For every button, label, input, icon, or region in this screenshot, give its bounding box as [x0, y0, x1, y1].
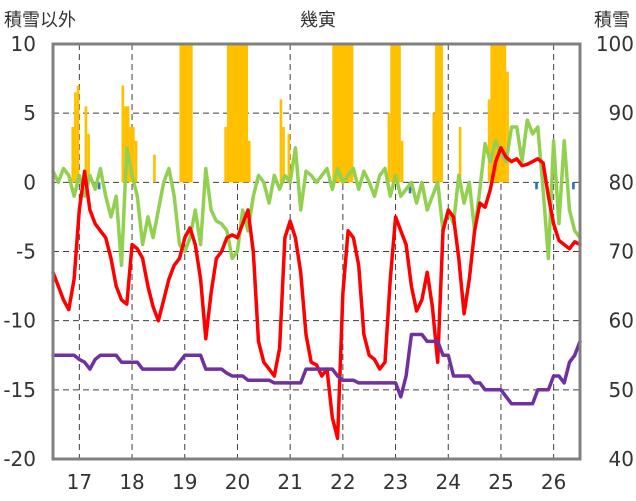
- bars: [71, 44, 575, 194]
- x-tick-label: 26: [541, 470, 566, 494]
- x-tick-label: 19: [172, 470, 197, 494]
- right-tick-label: 80: [609, 170, 634, 194]
- x-tick-label: 25: [488, 470, 513, 494]
- red-series-line: [51, 146, 582, 441]
- snow-bar: [506, 71, 509, 183]
- right-axis-label: 積雪: [594, 10, 630, 31]
- snow-bar: [400, 140, 404, 183]
- snow-bar: [134, 140, 138, 183]
- x-tick-label: 23: [383, 470, 408, 494]
- plot-frame: [51, 42, 582, 461]
- snow-bar: [124, 106, 130, 183]
- snow-bar: [226, 44, 248, 183]
- left-tick-label: 5: [23, 101, 36, 125]
- snow-bar: [247, 140, 251, 183]
- left-tick-label: -15: [3, 378, 36, 402]
- chart-title: 幾寅: [300, 10, 336, 31]
- snow-bar: [224, 127, 227, 183]
- snow-bar: [390, 44, 401, 183]
- right-tick-label: 40: [609, 447, 634, 471]
- right-tick-label: 70: [609, 240, 634, 264]
- x-tick-label: 20: [225, 470, 250, 494]
- right-tick-label: 90: [609, 101, 634, 125]
- left-tick-label: -10: [3, 309, 36, 333]
- snow-bar: [435, 44, 443, 183]
- snow-bar: [84, 106, 88, 183]
- snow-bar: [279, 99, 283, 183]
- x-tick-label: 24: [436, 470, 461, 494]
- snow-bar: [287, 133, 291, 183]
- x-tick-label: 22: [330, 470, 355, 494]
- snow-bar: [458, 127, 462, 183]
- snow-bar: [71, 127, 75, 183]
- green-series-line: [51, 118, 582, 268]
- low-bar: [572, 182, 575, 190]
- left-tick-label: 10: [11, 32, 36, 56]
- snow-bar: [387, 113, 391, 183]
- snow-bar: [74, 92, 77, 183]
- snow-bar: [179, 44, 193, 183]
- snow-bar: [490, 44, 507, 183]
- snow-bar: [487, 99, 491, 183]
- x-tick-label: 21: [277, 470, 302, 494]
- snow-bar: [432, 113, 436, 183]
- left-axis-label: 積雪以外: [4, 10, 76, 31]
- left-tick-label: -20: [3, 447, 36, 471]
- right-tick-label: 50: [609, 378, 634, 402]
- x-tick-label: 18: [119, 470, 144, 494]
- low-bar: [535, 182, 538, 190]
- left-tick-label: 0: [23, 170, 36, 194]
- x-tick-label: 17: [67, 470, 92, 494]
- right-tick-label: 60: [609, 309, 634, 333]
- low-bar: [97, 182, 101, 190]
- snow-bar: [282, 127, 285, 183]
- snow-bar: [129, 127, 135, 183]
- low-bar: [408, 182, 412, 194]
- snow-bar: [121, 85, 125, 183]
- snow-bar: [332, 44, 354, 183]
- left-tick-label: -5: [16, 240, 36, 264]
- snow-bar: [153, 154, 156, 183]
- lines: [51, 118, 582, 441]
- right-tick-label: 100: [596, 32, 634, 56]
- purple-series-line: [51, 332, 582, 406]
- snow-bar: [87, 133, 90, 183]
- snow-bar: [76, 85, 80, 183]
